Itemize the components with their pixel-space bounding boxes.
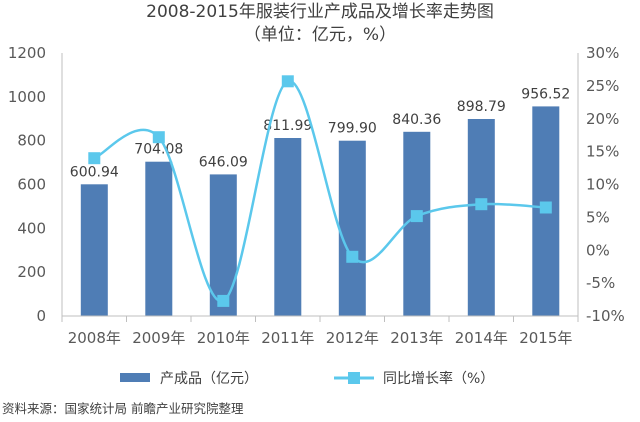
bar-data-label: 646.09 <box>199 154 248 170</box>
right-tick-label: 5% <box>586 208 610 226</box>
left-axis-ticks: 0 200 400 600 800 1000 1200 <box>8 44 46 325</box>
legend-bar-swatch <box>120 373 150 382</box>
x-tick-label: 2009年 <box>132 329 185 347</box>
x-tick-label: 2010年 <box>197 329 250 347</box>
left-tick-label: 600 <box>17 176 46 194</box>
left-tick-label: 200 <box>17 263 46 281</box>
line-point-1 <box>152 131 165 144</box>
x-tick-label: 2012年 <box>326 329 379 347</box>
source-note: 资料来源：国家统计局 前瞻产业研究院整理 <box>2 401 244 416</box>
left-tick-label: 0 <box>36 307 46 325</box>
legend-line-label: 同比增长率（%） <box>383 370 494 387</box>
bar-data-label: 600.94 <box>70 164 119 180</box>
growth-rate-line <box>93 80 546 303</box>
line-point-7 <box>539 201 552 214</box>
x-tick-label: 2014年 <box>455 329 508 347</box>
x-tick-label: 2015年 <box>519 329 572 347</box>
bar-1 <box>145 161 173 316</box>
left-tick-label: 400 <box>17 219 46 237</box>
right-tick-label: 20% <box>586 110 619 128</box>
bar-data-label: 799.90 <box>328 121 377 137</box>
right-tick-label: 0% <box>586 241 610 259</box>
line-point-4 <box>346 250 359 263</box>
line-point-2 <box>217 294 230 307</box>
right-axis-ticks: -10% -5% 0% 5% 10% 15% 20% 25% 30% <box>586 44 625 325</box>
line-point-5 <box>410 210 423 223</box>
right-tick-label: -10% <box>586 307 625 325</box>
bar-6 <box>467 119 495 316</box>
legend-bar-label: 产成品（亿元） <box>160 371 258 387</box>
bar-data-labels: 600.94 704.08 646.09 811.99 799.90 840.36 898.… <box>70 86 570 180</box>
right-tick-label: 30% <box>586 44 619 62</box>
bar-0 <box>80 184 108 316</box>
line-series <box>88 75 552 307</box>
bar-data-label: 811.99 <box>263 118 312 134</box>
line-point-0 <box>88 152 101 165</box>
bar-3 <box>274 138 302 316</box>
legend: 产成品（亿元） 同比增长率（%） <box>120 370 494 387</box>
bar-data-label: 898.79 <box>457 99 506 115</box>
legend-line-marker <box>348 372 360 384</box>
bar-4 <box>338 140 366 316</box>
bar-5 <box>403 131 431 316</box>
x-axis-ticks: 2008年 2009年 2010年 2011年 2012年 2013年 2014年 2015年 <box>68 329 573 347</box>
chart-title: 2008-2015年服装行业产成品及增长率走势图 <box>146 2 494 22</box>
bar-series <box>80 106 560 317</box>
bar-data-label: 956.52 <box>521 86 570 102</box>
left-tick-label: 1200 <box>8 44 46 62</box>
axes <box>61 53 579 322</box>
bar-2 <box>209 174 237 316</box>
left-tick-label: 800 <box>17 132 46 150</box>
right-tick-label: 10% <box>586 176 619 194</box>
left-tick-label: 1000 <box>8 88 46 106</box>
line-point-6 <box>475 198 488 211</box>
x-tick-label: 2013年 <box>390 329 443 347</box>
right-tick-label: 15% <box>586 143 619 161</box>
bar-data-label: 704.08 <box>134 142 183 158</box>
line-point-3 <box>281 75 294 88</box>
chart-subtitle: （单位：亿元，%） <box>244 25 396 45</box>
right-tick-label: -5% <box>586 274 615 292</box>
x-tick-label: 2011年 <box>261 329 314 347</box>
bar-data-label: 840.36 <box>392 112 441 128</box>
right-tick-label: 25% <box>586 77 619 95</box>
x-tick-label: 2008年 <box>68 329 121 347</box>
